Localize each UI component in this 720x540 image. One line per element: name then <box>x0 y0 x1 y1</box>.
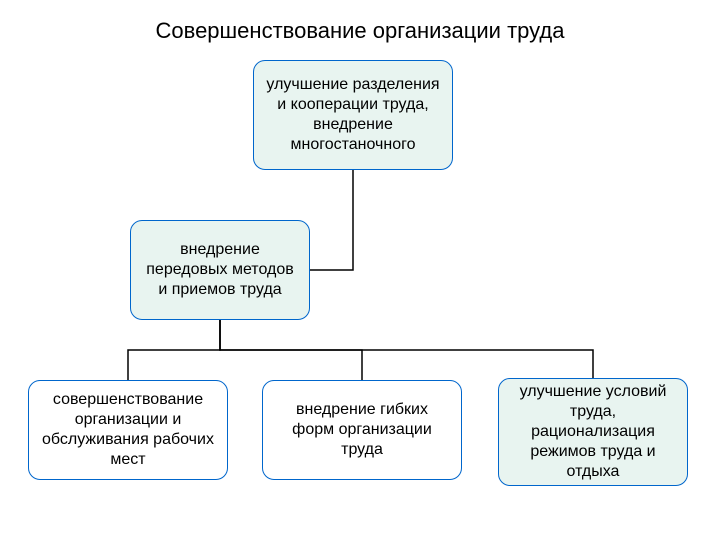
diagram-title: Совершенствование организации труда <box>0 18 720 44</box>
edge <box>220 320 593 378</box>
edge <box>220 320 362 380</box>
node-flexible-forms: внедрение гибких форм организации труда <box>262 380 462 480</box>
node-label: внедрение гибких форм организации труда <box>273 400 451 460</box>
node-working-conditions: улучшение условий труда, рационализация … <box>498 378 688 486</box>
node-label: улучшение разделения и кооперации труда,… <box>264 75 442 155</box>
node-label: совершенствование организации и обслужив… <box>39 390 217 470</box>
node-label: улучшение условий труда, рационализация … <box>509 382 677 482</box>
node-workplace-organization: совершенствование организации и обслужив… <box>28 380 228 480</box>
edge <box>310 170 353 270</box>
node-division-cooperation: улучшение разделения и кооперации труда,… <box>253 60 453 170</box>
edge <box>128 320 220 380</box>
node-label: внедрение передовых методов и приемов тр… <box>141 240 299 300</box>
node-advanced-methods: внедрение передовых методов и приемов тр… <box>130 220 310 320</box>
